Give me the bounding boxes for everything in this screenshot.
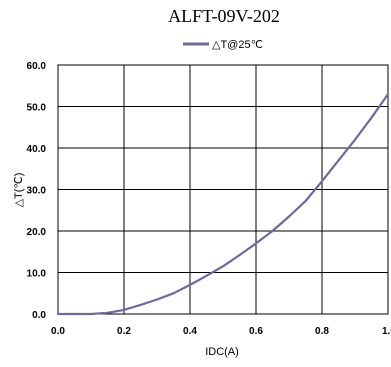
- x-tick-label: 0.8: [315, 326, 329, 337]
- y-tick-label: 20.0: [27, 227, 47, 238]
- series-line: [56, 92, 390, 316]
- chart-title: ALFT-09V-202: [168, 6, 280, 26]
- legend-label: △T@25℃: [212, 39, 263, 51]
- y-tick-label: 60.0: [27, 61, 47, 72]
- gridlines: [57, 64, 389, 315]
- x-tick-label: 0.2: [117, 326, 131, 337]
- x-tick-label: 1.0: [382, 326, 391, 337]
- x-axis-label: IDC(A): [205, 346, 239, 358]
- y-tick-label: 0.0: [32, 310, 46, 321]
- legend: △T@25℃: [183, 39, 263, 51]
- x-tick-label: 0.0: [51, 326, 65, 337]
- y-tick-label: 50.0: [27, 103, 47, 114]
- x-tick-label: 0.4: [183, 326, 197, 337]
- series-lines: [56, 92, 390, 316]
- y-axis-label: △T(℃): [13, 173, 25, 208]
- y-tick-label: 40.0: [27, 144, 47, 155]
- tick-labels: 0.0 0.2 0.4 0.6 0.8 1.0 0.0 10.0 20.0 30.0 40.0 50.…: [27, 61, 391, 337]
- y-tick-label: 30.0: [27, 186, 47, 197]
- x-tick-label: 0.6: [249, 326, 263, 337]
- y-tick-label: 10.0: [27, 269, 47, 280]
